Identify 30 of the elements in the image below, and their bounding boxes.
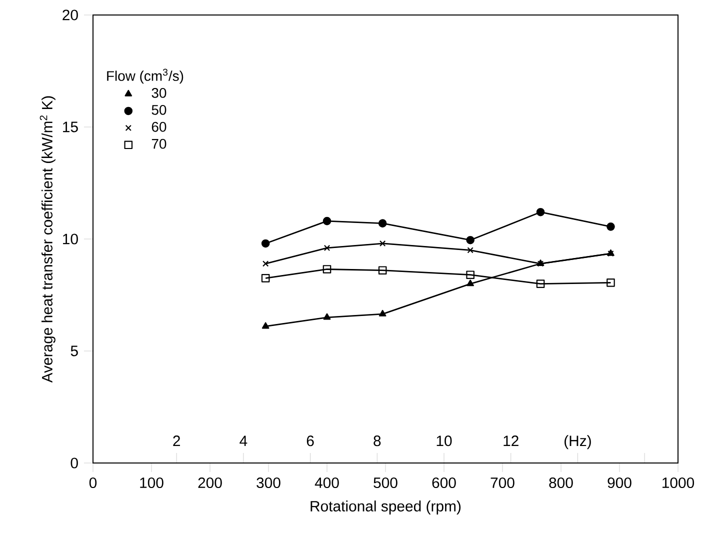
x2-tick-label: 2	[173, 436, 180, 446]
x-tick-label: 0	[89, 477, 97, 488]
y-tick-label: 15	[63, 122, 78, 132]
x2-tick-label: 12	[504, 436, 518, 446]
x2-tick-label: (Hz)	[564, 435, 591, 450]
x-tick-label: 100	[140, 477, 164, 488]
legend-label: 30	[152, 88, 166, 98]
y-tick-label: 10	[63, 234, 78, 244]
x-tick-label: 200	[198, 477, 222, 488]
y-tick-label: 5	[70, 346, 78, 356]
legend-title: Flow (cm$^{3}$/s)	[107, 68, 184, 84]
x-tick-label: 900	[608, 477, 632, 488]
x2-tick-label: 6	[306, 436, 314, 446]
x-tick-label: 300	[256, 477, 280, 488]
y-axis-title: Average heat transfer coefficient (kW/m$^{2}$ K)	[40, 96, 56, 383]
legend-label: 70	[152, 138, 166, 149]
x-tick-label: 400	[314, 477, 339, 488]
x2-tick-label: 8	[374, 436, 381, 446]
x-axis-title: Rotational speed (rpm)	[310, 500, 461, 514]
y-tick-label: 20	[62, 10, 78, 20]
x2-tick-label: 10	[436, 436, 452, 446]
legend-label: 60	[152, 122, 166, 132]
x-tick-label: 700	[490, 477, 514, 488]
x-tick-label: 1000	[662, 477, 694, 488]
legend-label: 50	[152, 104, 166, 115]
x-tick-label: 500	[374, 477, 398, 488]
x-tick-label: 600	[432, 477, 456, 488]
y-tick-label: 0	[70, 458, 78, 468]
x-tick-label: 800	[549, 477, 573, 488]
x2-tick-label: 4	[240, 436, 248, 446]
